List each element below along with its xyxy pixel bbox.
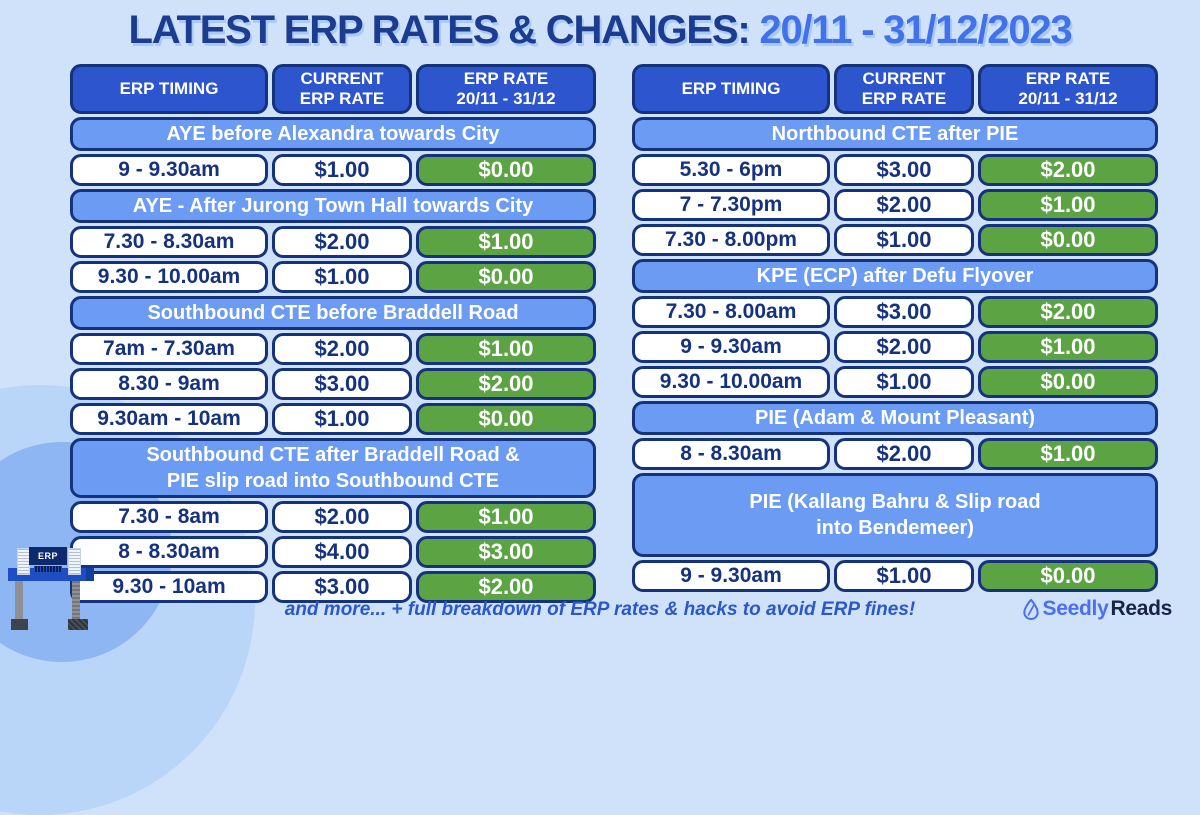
timing-cell: 7.30 - 8.00am — [632, 296, 830, 328]
current-rate-cell: $3.00 — [272, 368, 412, 400]
current-rate-cell: $3.00 — [834, 154, 974, 186]
section-header: Southbound CTE after Braddell Road & PIE… — [70, 438, 596, 498]
new-rate-cell: $1.00 — [416, 226, 596, 258]
gantry-beam-cap — [86, 568, 94, 581]
timing-cell: 7.30 - 8.00pm — [632, 224, 830, 256]
timing-cell: 8.30 - 9am — [70, 368, 268, 400]
new-rate-cell: $2.00 — [416, 571, 596, 603]
new-rate-cell: $0.00 — [416, 154, 596, 186]
gantry-right-foot — [68, 619, 88, 630]
erp-rates-table-left: ERP TIMING CURRENT ERP RATE ERP RATE 20/11… — [70, 64, 596, 603]
timing-cell: 9.30 - 10.00am — [70, 261, 268, 293]
timing-cell: 9.30am - 10am — [70, 403, 268, 435]
column-header: ERP TIMING — [632, 64, 830, 114]
column-header: ERP TIMING — [70, 64, 268, 114]
erp-rates-table-right: ERP TIMING CURRENT ERP RATE ERP RATE 20/11… — [632, 64, 1158, 592]
current-rate-cell: $1.00 — [834, 560, 974, 592]
column-header: CURRENT ERP RATE — [834, 64, 974, 114]
timing-cell: 9 - 9.30am — [632, 331, 830, 363]
current-rate-cell: $2.00 — [272, 501, 412, 533]
new-rate-cell: $0.00 — [978, 560, 1158, 592]
new-rate-cell: $1.00 — [978, 438, 1158, 470]
timing-cell: 5.30 - 6pm — [632, 154, 830, 186]
current-rate-cell: $2.00 — [834, 189, 974, 221]
gantry-left-foot — [11, 619, 28, 630]
current-rate-cell: $1.00 — [272, 261, 412, 293]
column-header: CURRENT ERP RATE — [272, 64, 412, 114]
section-header: AYE - After Jurong Town Hall towards Cit… — [70, 189, 596, 223]
page-title-main: LATEST ERP RATES & CHANGES: — [128, 8, 760, 52]
new-rate-cell: $1.00 — [416, 333, 596, 365]
current-rate-cell: $3.00 — [834, 296, 974, 328]
column-header: ERP RATE 20/11 - 31/12 — [978, 64, 1158, 114]
timing-cell: 7.30 - 8.30am — [70, 226, 268, 258]
page-title: LATEST ERP RATES & CHANGES: 20/11 - 31/1… — [0, 8, 1200, 53]
timing-cell: 8 - 8.30am — [70, 536, 268, 568]
new-rate-cell: $2.00 — [416, 368, 596, 400]
new-rate-cell: $2.00 — [978, 154, 1158, 186]
current-rate-cell: $1.00 — [834, 366, 974, 398]
new-rate-cell: $3.00 — [416, 536, 596, 568]
section-header: AYE before Alexandra towards City — [70, 117, 596, 151]
section-header: Southbound CTE before Braddell Road — [70, 296, 596, 330]
gantry-right-panel — [68, 548, 81, 575]
brand-logo: Seedly Reads — [1021, 597, 1172, 621]
section-header: Northbound CTE after PIE — [632, 117, 1158, 151]
new-rate-cell: $0.00 — [416, 261, 596, 293]
current-rate-cell: $3.00 — [272, 571, 412, 603]
new-rate-cell: $0.00 — [978, 224, 1158, 256]
current-rate-cell: $2.00 — [834, 331, 974, 363]
section-header: PIE (Adam & Mount Pleasant) — [632, 401, 1158, 435]
new-rate-cell: $0.00 — [978, 366, 1158, 398]
current-rate-cell: $1.00 — [834, 224, 974, 256]
column-header: ERP RATE 20/11 - 31/12 — [416, 64, 596, 114]
gantry-left-pole — [15, 581, 23, 621]
timing-cell: 9.30 - 10.00am — [632, 366, 830, 398]
brand-name-primary: Seedly — [1042, 597, 1109, 620]
seedly-leaf-icon — [1021, 598, 1041, 620]
timing-cell: 8 - 8.30am — [632, 438, 830, 470]
timing-cell: 9.30 - 10am — [70, 571, 268, 603]
current-rate-cell: $4.00 — [272, 536, 412, 568]
current-rate-cell: $1.00 — [272, 403, 412, 435]
new-rate-cell: $1.00 — [978, 189, 1158, 221]
gantry-right-pole — [72, 581, 80, 621]
timing-cell: 7.30 - 8am — [70, 501, 268, 533]
timing-cell: 7am - 7.30am — [70, 333, 268, 365]
new-rate-cell: $1.00 — [416, 501, 596, 533]
current-rate-cell: $2.00 — [272, 333, 412, 365]
current-rate-cell: $2.00 — [834, 438, 974, 470]
new-rate-cell: $1.00 — [978, 331, 1158, 363]
timing-cell: 9 - 9.30am — [70, 154, 268, 186]
new-rate-cell: $2.00 — [978, 296, 1158, 328]
section-header: KPE (ECP) after Defu Flyover — [632, 259, 1158, 293]
current-rate-cell: $2.00 — [272, 226, 412, 258]
new-rate-cell: $0.00 — [416, 403, 596, 435]
timing-cell: 7 - 7.30pm — [632, 189, 830, 221]
erp-gantry-illustration: ERP — [8, 543, 96, 630]
section-header: PIE (Kallang Bahru & Slip road into Bend… — [632, 473, 1158, 557]
footer-note: and more... + full breakdown of ERP rate… — [284, 599, 916, 620]
current-rate-cell: $1.00 — [272, 154, 412, 186]
timing-cell: 9 - 9.30am — [632, 560, 830, 592]
page-title-date-range: 20/11 - 31/12/2023 — [759, 8, 1072, 52]
gantry-erp-sign: ERP — [29, 547, 67, 565]
gantry-sign-strip — [34, 566, 62, 572]
brand-name-secondary: Reads — [1110, 597, 1172, 620]
